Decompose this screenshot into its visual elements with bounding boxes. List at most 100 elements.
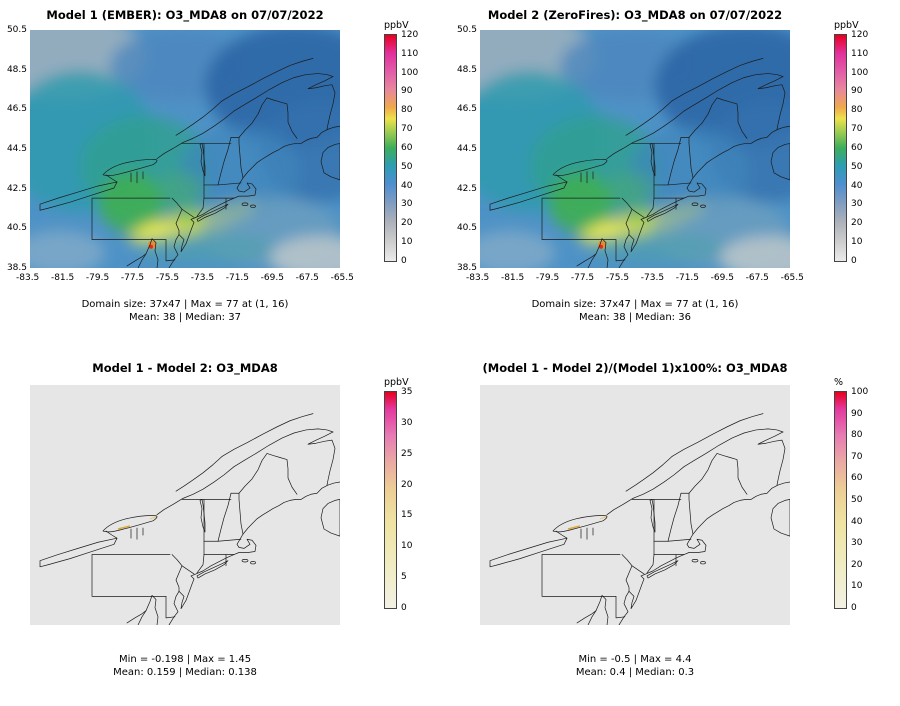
stats-caption: Min = -0.5 | Max = 4.4 Mean: 0.4 | Media… bbox=[465, 653, 805, 679]
percent-difference-map bbox=[480, 385, 790, 625]
colorbar-tick-label: 90 bbox=[851, 86, 863, 97]
colorbar-tick-label: 20 bbox=[851, 218, 863, 229]
colorbar-ticks: 120 110 100 90 80 70 60 50 40 30 20 10 0 bbox=[851, 30, 868, 266]
colorbar-tick-label: 100 bbox=[851, 387, 869, 397]
stats-line-2: Mean: 38 | Median: 36 bbox=[579, 312, 691, 323]
colorbar-tick-label: 80 bbox=[401, 105, 413, 116]
colorbar-tick-label: 60 bbox=[401, 142, 413, 153]
x-tick-label: -75.5 bbox=[155, 273, 180, 283]
stats-line-2: Mean: 0.4 | Median: 0.3 bbox=[575, 667, 695, 678]
stats-caption: Domain size: 37x47 | Max = 77 at (1, 16)… bbox=[465, 298, 805, 324]
x-tick-label: -79.5 bbox=[535, 273, 560, 283]
colorbar-tick-label: 15 bbox=[401, 510, 413, 521]
colorbar-gradient bbox=[834, 34, 847, 262]
colorbar-tick-label: 35 bbox=[401, 387, 413, 397]
colorbar-unit-label: ppbV bbox=[384, 377, 409, 388]
y-tick-label: 46.5 bbox=[6, 104, 27, 115]
x-tick-label: -73.5 bbox=[640, 273, 665, 283]
x-tick-label: -67.5 bbox=[745, 273, 769, 283]
colorbar-tick-label: 40 bbox=[401, 180, 413, 191]
colorbar-tick-label: 60 bbox=[851, 142, 863, 153]
stats-line-1: Min = -0.198 | Max = 1.45 bbox=[118, 654, 252, 665]
colorbar-tick-label: 0 bbox=[851, 602, 857, 613]
model2-map-svg bbox=[480, 30, 790, 268]
colorbar-tick-label: 10 bbox=[401, 541, 413, 552]
x-tick-label: -65.5 bbox=[330, 273, 354, 283]
y-tick-label: 38.5 bbox=[6, 262, 27, 273]
y-tick-label: 48.5 bbox=[6, 64, 27, 75]
colorbar-tick-label: 0 bbox=[851, 255, 857, 266]
colorbar-tick-label: 110 bbox=[401, 48, 419, 59]
y-axis-ticks: 50.5 48.5 46.5 44.5 42.5 40.5 38.5 bbox=[2, 25, 27, 273]
colorbar-tick-label: 30 bbox=[851, 199, 863, 210]
stats-line-2: Mean: 0.159 | Median: 0.138 bbox=[113, 667, 257, 678]
colorbar-tick-label: 20 bbox=[401, 218, 413, 229]
x-tick-label: -69.5 bbox=[260, 273, 284, 283]
panel-title: Model 1 (EMBER): O3_MDA8 on 07/07/2022 bbox=[46, 8, 324, 22]
x-tick-label: -65.5 bbox=[780, 273, 804, 283]
x-tick-label: -83.5 bbox=[16, 273, 40, 283]
x-tick-label: -79.5 bbox=[85, 273, 110, 283]
x-axis-ticks: -83.5 -81.5 -79.5 -77.5 -75.5 -73.5 -71.5 -69.5… bbox=[16, 273, 354, 283]
colorbar-tick-label: 0 bbox=[401, 255, 407, 266]
stats-line-2: Mean: 38 | Median: 37 bbox=[129, 312, 241, 323]
colorbar-tick-label: 80 bbox=[851, 430, 863, 441]
colorbar-tick-label: 30 bbox=[401, 199, 413, 210]
colorbar-tick-label: 50 bbox=[401, 161, 413, 172]
x-tick-label: -77.5 bbox=[120, 273, 145, 283]
colorbar-tick-label: 90 bbox=[401, 86, 413, 97]
difference-map bbox=[30, 385, 340, 625]
colorbar-tick-label: 120 bbox=[401, 30, 419, 40]
x-tick-label: -81.5 bbox=[50, 273, 75, 283]
model1-map-svg bbox=[30, 30, 340, 268]
colorbar-tick-label: 90 bbox=[851, 408, 863, 419]
colorbar-gradient bbox=[384, 391, 397, 609]
panel-title: Model 1 - Model 2: O3_MDA8 bbox=[92, 361, 278, 375]
colorbar-tick-label: 100 bbox=[851, 67, 869, 78]
x-tick-label: -73.5 bbox=[190, 273, 215, 283]
stats-line-1: Domain size: 37x47 | Max = 77 at (1, 16) bbox=[81, 299, 289, 310]
percent-difference-map-svg bbox=[480, 385, 790, 625]
colorbar-model1: ppbV 120 110 100 90 80 70 60 50 40 30 20 10 0 bbox=[384, 20, 418, 266]
colorbar-tick-label: 50 bbox=[851, 494, 863, 505]
colorbar-tick-label: 25 bbox=[401, 448, 413, 459]
y-axis-ticks: 50.5 48.5 46.5 44.5 42.5 40.5 38.5 bbox=[452, 25, 477, 273]
colorbar-tick-label: 80 bbox=[851, 105, 863, 116]
y-tick-label: 48.5 bbox=[456, 64, 477, 75]
colorbar-gradient bbox=[384, 34, 397, 262]
panel-title: Model 2 (ZeroFires): O3_MDA8 on 07/07/20… bbox=[487, 8, 783, 22]
colorbar-tick-label: 70 bbox=[851, 451, 863, 462]
colorbar-tick-label: 10 bbox=[851, 237, 863, 248]
colorbar-tick-label: 0 bbox=[401, 602, 407, 613]
colorbar-tick-label: 10 bbox=[401, 237, 413, 248]
colorbar-tick-label: 60 bbox=[851, 473, 863, 484]
y-tick-label: 40.5 bbox=[6, 223, 27, 234]
x-tick-label: -71.5 bbox=[675, 273, 700, 283]
difference-map-svg bbox=[30, 385, 340, 625]
panel-model2: Model 2 (ZeroFires): O3_MDA8 on 07/07/20… bbox=[450, 0, 900, 353]
colorbar-percent-difference: % 100 90 80 70 60 50 40 30 20 10 0 bbox=[834, 377, 868, 613]
y-tick-label: 38.5 bbox=[456, 262, 477, 273]
model2-map bbox=[480, 30, 790, 268]
stats-caption: Min = -0.198 | Max = 1.45 Mean: 0.159 | … bbox=[15, 653, 355, 679]
panel-title: (Model 1 - Model 2)/(Model 1)x100%: O3_M… bbox=[482, 361, 788, 375]
x-tick-label: -71.5 bbox=[225, 273, 250, 283]
x-tick-label: -83.5 bbox=[466, 273, 490, 283]
y-tick-label: 42.5 bbox=[6, 183, 27, 194]
y-tick-label: 46.5 bbox=[456, 104, 477, 115]
y-tick-label: 50.5 bbox=[456, 25, 477, 35]
y-tick-label: 44.5 bbox=[6, 143, 27, 154]
colorbar-tick-label: 5 bbox=[401, 572, 407, 583]
y-tick-label: 40.5 bbox=[456, 223, 477, 234]
x-tick-label: -69.5 bbox=[710, 273, 734, 283]
x-tick-label: -77.5 bbox=[570, 273, 595, 283]
x-tick-label: -75.5 bbox=[605, 273, 630, 283]
colorbar-difference: ppbV 35 30 25 20 15 10 5 0 bbox=[384, 377, 412, 613]
panel-model1: Model 1 (EMBER): O3_MDA8 on 07/07/2022 5… bbox=[0, 0, 450, 353]
x-tick-label: -67.5 bbox=[295, 273, 319, 283]
colorbar-tick-label: 20 bbox=[851, 559, 863, 570]
colorbar-tick-label: 70 bbox=[401, 124, 413, 135]
colorbar-ticks: 120 110 100 90 80 70 60 50 40 30 20 10 0 bbox=[401, 30, 418, 266]
stats-line-1: Domain size: 37x47 | Max = 77 at (1, 16) bbox=[531, 299, 739, 310]
